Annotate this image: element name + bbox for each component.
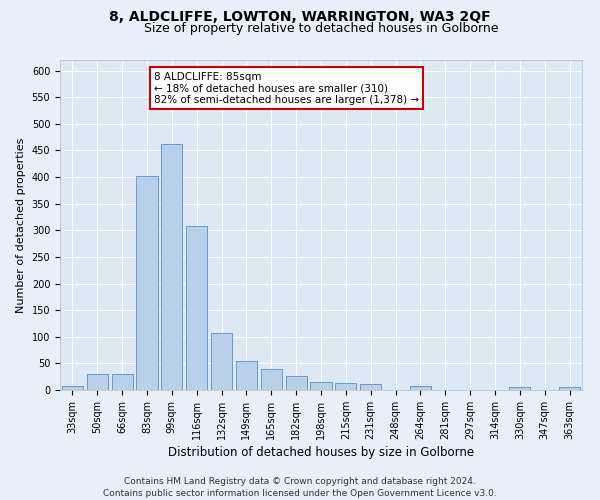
Text: Contains HM Land Registry data © Crown copyright and database right 2024.
Contai: Contains HM Land Registry data © Crown c… xyxy=(103,476,497,498)
Bar xyxy=(236,362,257,390)
Bar xyxy=(335,383,356,390)
X-axis label: Distribution of detached houses by size in Golborne: Distribution of detached houses by size … xyxy=(168,446,474,459)
Bar xyxy=(211,332,232,390)
Bar xyxy=(310,382,332,390)
Bar xyxy=(136,176,158,390)
Bar xyxy=(112,374,133,390)
Y-axis label: Number of detached properties: Number of detached properties xyxy=(16,138,26,312)
Bar xyxy=(360,384,381,390)
Bar xyxy=(509,388,530,390)
Bar xyxy=(62,386,83,390)
Bar xyxy=(186,226,207,390)
Bar xyxy=(286,376,307,390)
Text: 8, ALDCLIFFE, LOWTON, WARRINGTON, WA3 2QF: 8, ALDCLIFFE, LOWTON, WARRINGTON, WA3 2Q… xyxy=(109,10,491,24)
Bar xyxy=(87,374,108,390)
Title: Size of property relative to detached houses in Golborne: Size of property relative to detached ho… xyxy=(144,22,498,35)
Bar xyxy=(410,386,431,390)
Bar xyxy=(559,388,580,390)
Bar xyxy=(161,144,182,390)
Text: 8 ALDCLIFFE: 85sqm
← 18% of detached houses are smaller (310)
82% of semi-detach: 8 ALDCLIFFE: 85sqm ← 18% of detached hou… xyxy=(154,72,419,105)
Bar xyxy=(261,368,282,390)
